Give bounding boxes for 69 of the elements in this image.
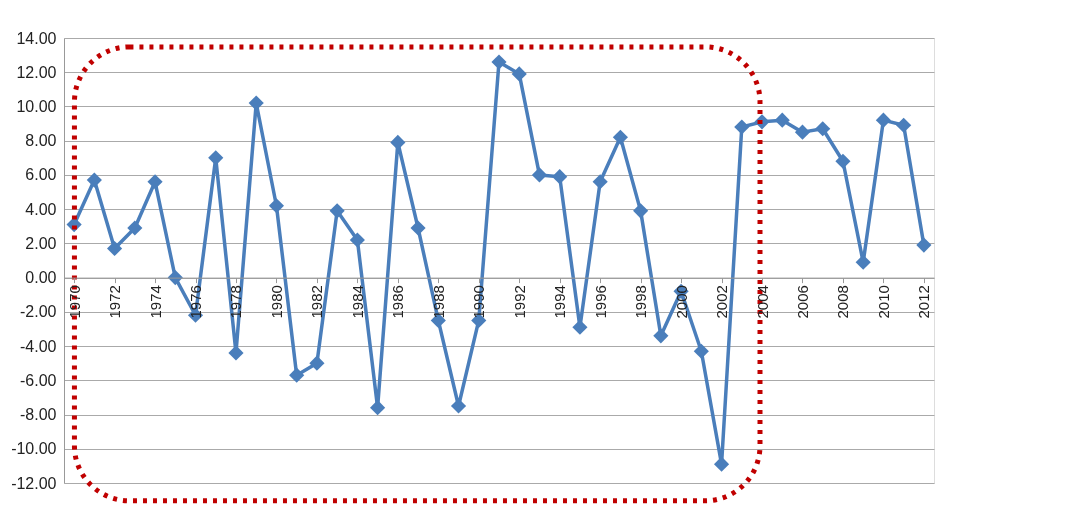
point <box>592 174 608 190</box>
y-tick-label: -12.00 <box>11 474 57 492</box>
x-tick-label: 1994 <box>551 285 569 319</box>
x-tick-label: 1980 <box>267 285 285 319</box>
point <box>794 124 811 140</box>
point <box>309 355 325 371</box>
point <box>734 119 750 135</box>
point <box>835 153 851 169</box>
y-tick-label: -8.00 <box>20 406 57 424</box>
y-tick-label: 6.00 <box>25 166 57 184</box>
point <box>693 343 709 359</box>
point <box>531 167 548 183</box>
x-tick-label: 2006 <box>793 285 811 319</box>
y-tick-label: 8.00 <box>25 132 57 150</box>
y-tick-label: 12.00 <box>16 63 57 81</box>
point <box>491 54 507 70</box>
x-tick-label: 1998 <box>632 285 650 319</box>
point <box>289 367 305 383</box>
x-tick-label: 1976 <box>187 285 205 319</box>
point <box>208 150 224 166</box>
y-tick-label: 10.00 <box>16 97 57 115</box>
point <box>127 220 143 236</box>
y-tick-label: -6.00 <box>20 371 57 389</box>
x-tick-label: 1986 <box>389 285 407 319</box>
point <box>511 66 527 82</box>
x-tick-label: 1990 <box>470 285 488 319</box>
x-tick-label: 1982 <box>308 285 326 319</box>
x-tick-label: 2012 <box>915 285 933 319</box>
y-tick-label: 14.00 <box>16 29 57 47</box>
point <box>713 456 730 472</box>
x-tick-label: 1992 <box>510 285 528 319</box>
point <box>329 203 345 219</box>
y-tick-label: -10.00 <box>11 440 57 458</box>
y-tick-label: 0.00 <box>25 269 57 287</box>
y-tick-label: 4.00 <box>25 200 57 218</box>
point <box>552 169 568 185</box>
x-tick-label: 1970 <box>65 285 83 319</box>
point <box>916 237 932 253</box>
point <box>612 129 628 145</box>
point <box>370 400 386 416</box>
point <box>147 174 163 190</box>
point <box>875 112 891 128</box>
x-tick-label: 1988 <box>429 285 447 319</box>
point <box>390 134 406 150</box>
x-tick-label: 2000 <box>672 285 690 319</box>
y-tick-label: 2.00 <box>25 234 57 252</box>
x-tick-label: 2010 <box>874 285 892 319</box>
y-tick-label: -4.00 <box>20 337 57 355</box>
x-tick-label: 1978 <box>227 285 245 319</box>
point <box>86 172 102 188</box>
point <box>349 232 365 248</box>
point <box>248 95 264 111</box>
point <box>774 112 790 128</box>
point <box>228 345 244 361</box>
point <box>268 198 285 214</box>
x-tick-label: 1996 <box>591 285 609 319</box>
x-tick-label: 2002 <box>713 285 731 319</box>
x-tick-label: 1974 <box>146 285 164 319</box>
point <box>896 117 912 133</box>
x-tick-label: 1972 <box>106 285 124 319</box>
point <box>815 121 831 137</box>
point <box>633 203 649 219</box>
x-tick-label: 2004 <box>753 285 771 319</box>
point <box>653 328 669 344</box>
point <box>410 220 426 236</box>
x-tick-label: 2008 <box>834 285 852 319</box>
y-tick-label: -2.00 <box>20 303 57 321</box>
point <box>107 240 123 257</box>
x-tick-label: 1984 <box>348 285 366 319</box>
